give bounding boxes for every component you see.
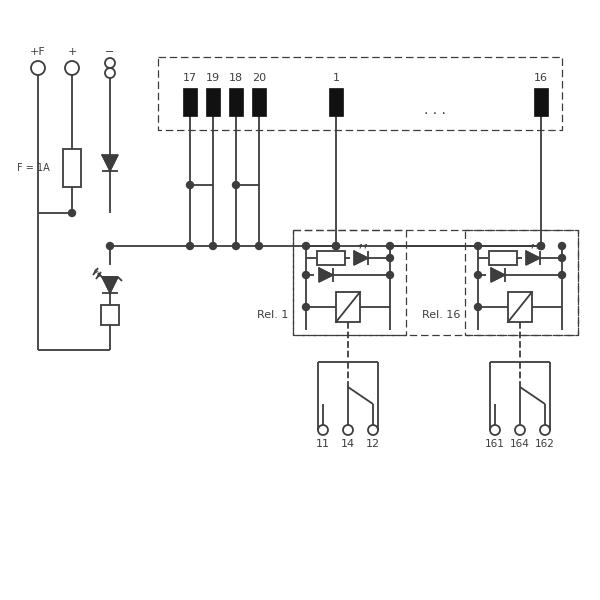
Bar	[508, 292, 532, 322]
Circle shape	[187, 181, 193, 188]
Text: 1: 1	[332, 73, 340, 83]
Bar	[63, 149, 81, 187]
Text: 16: 16	[534, 73, 548, 83]
Text: +F: +F	[30, 47, 46, 57]
Bar	[206, 88, 220, 116]
Bar	[229, 88, 243, 116]
Bar	[336, 292, 360, 322]
Circle shape	[233, 181, 239, 188]
Circle shape	[475, 242, 482, 250]
Text: 11: 11	[316, 439, 330, 449]
Circle shape	[559, 271, 566, 278]
Polygon shape	[526, 251, 540, 265]
Bar	[489, 251, 517, 265]
Polygon shape	[354, 251, 368, 265]
Circle shape	[256, 242, 263, 250]
Circle shape	[475, 271, 482, 278]
Polygon shape	[319, 268, 333, 282]
Circle shape	[302, 304, 310, 311]
Bar	[317, 251, 345, 265]
Circle shape	[233, 242, 239, 250]
Text: 161: 161	[485, 439, 505, 449]
Circle shape	[475, 304, 482, 311]
Bar	[329, 88, 343, 116]
Circle shape	[559, 242, 566, 250]
Circle shape	[332, 242, 340, 250]
Circle shape	[302, 271, 310, 278]
Circle shape	[187, 242, 193, 250]
Text: 19: 19	[206, 73, 220, 83]
Text: Rel. 16: Rel. 16	[422, 310, 460, 320]
Circle shape	[386, 254, 394, 262]
Text: Rel. 1: Rel. 1	[257, 310, 288, 320]
Circle shape	[386, 271, 394, 278]
Text: −: −	[106, 47, 115, 57]
Circle shape	[538, 242, 545, 250]
Text: 20: 20	[252, 73, 266, 83]
Text: 17: 17	[183, 73, 197, 83]
Circle shape	[68, 209, 76, 217]
Text: 14: 14	[341, 439, 355, 449]
Circle shape	[386, 242, 394, 250]
Circle shape	[209, 242, 217, 250]
Polygon shape	[102, 277, 118, 293]
Bar	[534, 88, 548, 116]
Text: F = 1A: F = 1A	[17, 163, 50, 173]
Text: 18: 18	[229, 73, 243, 83]
Bar	[183, 88, 197, 116]
Text: . . .: . . .	[424, 103, 446, 117]
Text: 12: 12	[366, 439, 380, 449]
Text: +: +	[67, 47, 77, 57]
Circle shape	[302, 242, 310, 250]
Circle shape	[107, 242, 113, 250]
Text: 164: 164	[510, 439, 530, 449]
Circle shape	[538, 242, 545, 250]
Text: 162: 162	[535, 439, 555, 449]
Circle shape	[559, 254, 566, 262]
Bar	[252, 88, 266, 116]
Circle shape	[332, 242, 340, 250]
Polygon shape	[491, 268, 505, 282]
Bar	[101, 305, 119, 325]
Polygon shape	[102, 155, 118, 171]
